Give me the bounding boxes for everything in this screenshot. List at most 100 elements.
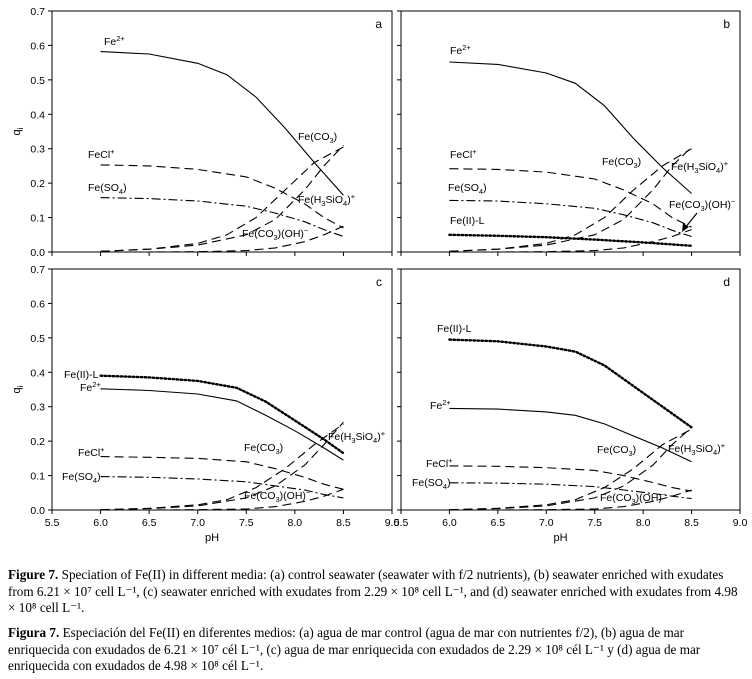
caption-label-es: Figura 7 [8, 625, 56, 640]
series-fe-so4 [449, 482, 692, 500]
series-fe-h3sio4 [100, 421, 344, 511]
series-fe-co3-oh [100, 488, 344, 511]
label-fe-co3: Fe(CO3) [602, 156, 641, 170]
label-fe-co3: Fe(CO3) [298, 131, 337, 145]
label-fe-co3-oh: Fe(CO3)(OH)− [242, 226, 309, 242]
x-tick-label: 7.0 [539, 517, 554, 529]
y-tick-label: 0.3 [30, 144, 45, 156]
y-tick-label: 0.4 [30, 109, 45, 121]
x-tick-label: 7.0 [190, 517, 205, 529]
label-fe-h3sio4: Fe(H3SiO4)+ [328, 429, 386, 445]
y-tick-label: 0.6 [30, 298, 45, 310]
x-tick-label: 5.5 [394, 517, 409, 529]
series-fe2 [449, 407, 692, 463]
x-tick-label: 6.5 [491, 517, 506, 529]
panel-letter: b [723, 17, 730, 31]
x-tick-label: 7.5 [239, 517, 254, 529]
plot-frame [400, 10, 741, 253]
x-axis-label: pH [553, 532, 567, 544]
label-fe-co3-oh: Fe(CO3)(OH)− [244, 488, 311, 504]
series-fe-ii-l [99, 374, 345, 455]
plot-frame [400, 268, 741, 511]
label-fecl: FeCl+ [78, 445, 105, 459]
label-fe-ii-l: Fe(II)-L [450, 215, 485, 227]
y-axis-label: qi [11, 385, 25, 393]
label-fecl: FeCl+ [450, 147, 477, 161]
label-fe-h3sio4: Fe(H3SiO4)+ [668, 441, 726, 457]
caption-english: Figure 7. Speciation of Fe(II) in differ… [8, 567, 738, 615]
series-fe-ii-l [448, 338, 693, 429]
label-fecl: FeCl+ [426, 456, 453, 470]
series-fecl [100, 164, 344, 229]
series-fe-h3sio4 [449, 426, 692, 511]
plot-frame [51, 268, 393, 511]
x-tick-label: 6.0 [442, 517, 457, 529]
series-fe-so4 [100, 476, 344, 499]
label-fe-so4: Fe(SO4) [88, 182, 127, 196]
x-tick-label: 8.0 [636, 517, 651, 529]
label-fe-co3: Fe(CO3) [597, 444, 636, 458]
y-tick-label: 0.6 [30, 40, 45, 52]
panel-letter: d [723, 275, 730, 289]
y-tick-label: 0.7 [30, 6, 45, 18]
series-fe-co3-oh [100, 225, 344, 253]
series-fe-so4 [100, 197, 344, 238]
y-tick-label: 0.3 [30, 402, 45, 414]
label-fe2: Fe2+ [430, 398, 451, 412]
annotation-arrow [684, 212, 698, 229]
series-fecl [449, 168, 692, 228]
panel-c: 5.5 6.0 6.5 7.0 7.5 8.0 8.5 9.0 0.0 0.1 0.2 0.3 0.4 0… [11, 264, 399, 544]
y-tick-label: 0.2 [30, 178, 45, 190]
series-fe2 [100, 388, 344, 461]
series-fecl [100, 456, 344, 490]
label-fe2: Fe2+ [80, 380, 101, 394]
series-fe2 [100, 51, 344, 196]
label-fe-so4: Fe(SO4) [448, 182, 487, 196]
x-tick-label: 8.0 [288, 517, 303, 529]
plot-frame [51, 10, 393, 253]
y-tick-label: 0.0 [30, 247, 45, 259]
x-tick-label: 6.0 [93, 517, 108, 529]
label-fe-co3: Fe(CO3) [244, 442, 283, 456]
label-fe-h3sio4: Fe(H3SiO4)+ [298, 192, 356, 208]
y-tick-label: 0.0 [30, 505, 45, 517]
label-fe-so4: Fe(SO4) [412, 477, 451, 491]
panel-b: b Fe2+ FeCl+ Fe(SO4) Fe(II)-L Fe(CO3) Fe(H3SiO… [397, 10, 741, 256]
caption-label-en: Figure 7 [8, 567, 56, 582]
x-tick-label: 8.5 [336, 517, 351, 529]
y-axis-label: qi [11, 127, 25, 135]
label-fe-ii-l: Fe(II)-L [64, 369, 99, 381]
label-fe2: Fe2+ [450, 43, 471, 57]
x-tick-label: 8.5 [684, 517, 699, 529]
panel-d: 5.5 6.0 6.5 7.0 7.5 8.0 8.5 9.0 d pH Fe(II)-L Fe2+ F… [394, 268, 748, 544]
label-fe-so4: Fe(SO4) [62, 471, 101, 485]
y-tick-label: 0.1 [30, 471, 45, 483]
y-tick-label: 0.5 [30, 333, 45, 345]
series-fe2 [449, 61, 692, 194]
caption-text-es: Especiación del Fe(II) en diferentes med… [8, 625, 701, 673]
label-fecl: FeCl+ [88, 147, 115, 161]
y-tick-label: 0.4 [30, 367, 45, 379]
y-tick-label: 0.5 [30, 75, 45, 87]
panel-letter: a [375, 17, 382, 31]
series-fecl [449, 465, 692, 492]
caption-spanish: Figura 7. Especiación del Fe(II) en dife… [8, 625, 701, 673]
x-tick-label: 7.5 [587, 517, 602, 529]
x-tick-label: 6.5 [142, 517, 157, 529]
label-fe-h3sio4: Fe(H3SiO4)+ [671, 159, 729, 175]
series-fe-co3-oh [449, 229, 692, 253]
caption-text-en: Speciation of Fe(II) in different media:… [8, 567, 738, 615]
series-fe-h3sio4 [100, 144, 344, 252]
annotation-arrowhead [682, 223, 689, 232]
label-fe-co3-oh: Fe(CO3)(OH)− [669, 197, 736, 213]
y-tick-label: 0.7 [30, 264, 45, 276]
x-tick-label: 9.0 [733, 517, 748, 529]
series-fe-h3sio4 [449, 146, 692, 252]
series-fe-co3-oh [449, 489, 692, 511]
y-tick-label: 0.1 [30, 213, 45, 225]
figure-7: 0.0 0.1 0.2 0.3 0.4 0.5 0.6 0.7 a qi Fe2+ FeCl+ Fe(S… [11, 6, 748, 544]
series-fe-ii-l [448, 233, 693, 248]
x-tick-label: 5.5 [45, 517, 60, 529]
x-axis-label: pH [205, 532, 219, 544]
series-fe-so4 [449, 199, 692, 238]
